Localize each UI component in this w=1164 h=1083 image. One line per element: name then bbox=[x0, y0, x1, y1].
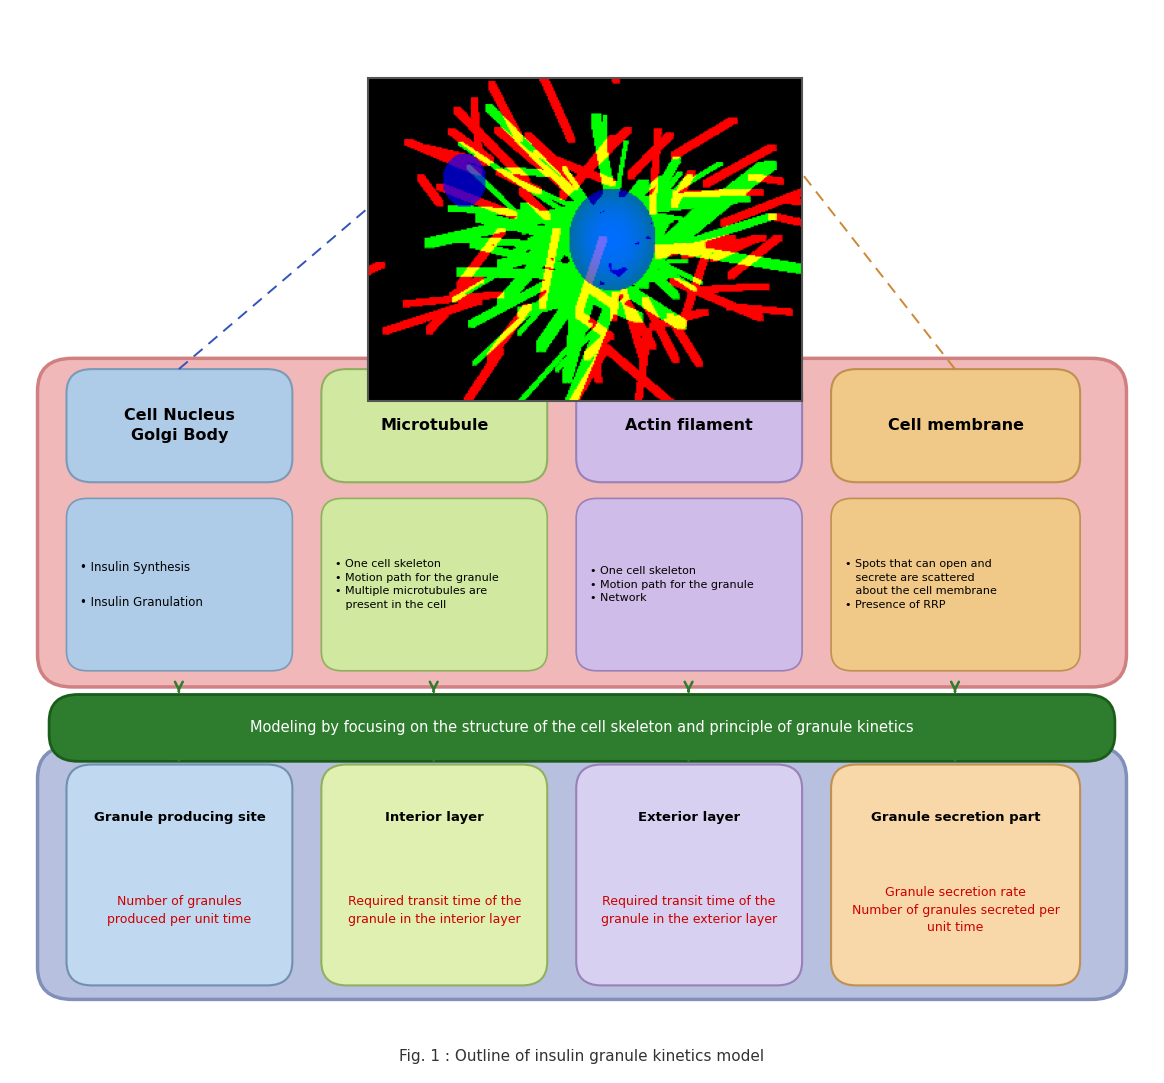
FancyBboxPatch shape bbox=[66, 498, 292, 670]
FancyBboxPatch shape bbox=[831, 369, 1080, 482]
FancyBboxPatch shape bbox=[321, 765, 547, 986]
Text: Required transit time of the
granule in the exterior layer: Required transit time of the granule in … bbox=[601, 895, 778, 926]
FancyBboxPatch shape bbox=[321, 498, 547, 670]
FancyBboxPatch shape bbox=[66, 765, 292, 986]
Text: Granule producing site: Granule producing site bbox=[93, 811, 265, 824]
FancyBboxPatch shape bbox=[576, 369, 802, 482]
Text: Granule secretion part: Granule secretion part bbox=[871, 811, 1041, 824]
Text: • One cell skeleton
• Motion path for the granule
• Network: • One cell skeleton • Motion path for th… bbox=[590, 566, 754, 603]
Text: Cell Nucleus
Golgi Body: Cell Nucleus Golgi Body bbox=[125, 408, 235, 443]
Text: Number of granules
produced per unit time: Number of granules produced per unit tim… bbox=[107, 895, 251, 926]
FancyBboxPatch shape bbox=[831, 765, 1080, 986]
FancyBboxPatch shape bbox=[49, 694, 1115, 761]
Text: Required transit time of the
granule in the interior layer: Required transit time of the granule in … bbox=[348, 895, 521, 926]
FancyBboxPatch shape bbox=[576, 765, 802, 986]
FancyBboxPatch shape bbox=[37, 746, 1127, 1000]
Text: Exterior layer: Exterior layer bbox=[638, 811, 740, 824]
Text: Microtubule: Microtubule bbox=[381, 418, 489, 433]
FancyBboxPatch shape bbox=[576, 498, 802, 670]
FancyBboxPatch shape bbox=[831, 498, 1080, 670]
Text: Granule secretion rate
Number of granules secreted per
unit time: Granule secretion rate Number of granule… bbox=[852, 886, 1059, 935]
FancyBboxPatch shape bbox=[37, 358, 1127, 687]
FancyBboxPatch shape bbox=[321, 369, 547, 482]
Text: • One cell skeleton
• Motion path for the granule
• Multiple microtubules are
  : • One cell skeleton • Motion path for th… bbox=[335, 559, 499, 610]
Text: • Insulin Synthesis

• Insulin Granulation: • Insulin Synthesis • Insulin Granulatio… bbox=[80, 561, 204, 609]
Text: • Spots that can open and
   secrete are scattered
   about the cell membrane
• : • Spots that can open and secrete are sc… bbox=[845, 559, 996, 610]
Text: Fig. 1 : Outline of insulin granule kinetics model: Fig. 1 : Outline of insulin granule kine… bbox=[399, 1049, 765, 1065]
Text: Actin filament: Actin filament bbox=[625, 418, 753, 433]
Text: Modeling by focusing on the structure of the cell skeleton and principle of gran: Modeling by focusing on the structure of… bbox=[250, 720, 914, 735]
Text: Cell membrane: Cell membrane bbox=[888, 418, 1023, 433]
Text: Interior layer: Interior layer bbox=[385, 811, 484, 824]
FancyBboxPatch shape bbox=[66, 369, 292, 482]
